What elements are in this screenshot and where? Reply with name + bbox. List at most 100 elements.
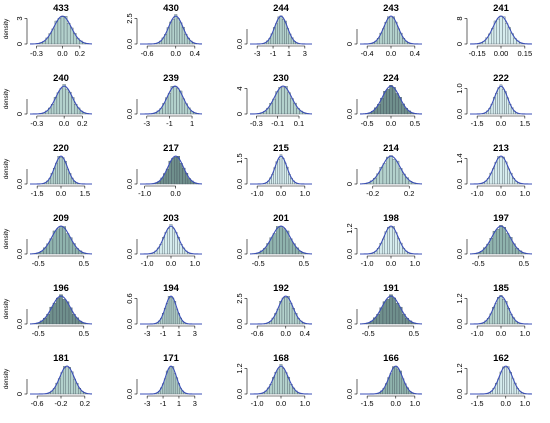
panel-title: 241 — [493, 3, 510, 14]
histogram-bar — [289, 302, 293, 325]
histogram-bar — [502, 226, 507, 255]
x-tick-label: 1 — [190, 119, 194, 128]
histogram-bar — [167, 93, 172, 115]
y-tick-label: 0.0 — [15, 179, 24, 189]
histogram-bar — [56, 92, 60, 115]
histogram-bar — [499, 15, 503, 45]
histogram-bar — [171, 157, 175, 185]
x-tick-label: -1.5 — [31, 189, 44, 198]
density-curve — [470, 365, 533, 395]
histogram-panel: 192 -0.6 0.0 0.4 0.0 2.5 — [235, 283, 313, 338]
x-tick-label: -1.0 — [471, 189, 484, 198]
density-curve — [470, 85, 532, 115]
histogram-bar — [281, 18, 285, 45]
x-tick-label: 0.0 — [170, 189, 180, 198]
histogram-panel: 194 -3 -1 1 3 0.0 0.6 — [125, 283, 202, 338]
histogram-bar — [497, 156, 500, 185]
density-curve — [360, 225, 422, 255]
x-tick-label: 0.0 — [56, 189, 66, 198]
histogram-bar — [385, 156, 390, 185]
x-tick-label: -0.5 — [32, 259, 45, 268]
histogram-bar — [65, 233, 70, 255]
histogram-panel: 197 -0.5 0.5 0.0 — [455, 213, 533, 268]
y-tick-label: 0.0 — [455, 249, 464, 259]
y-axis-label: density — [3, 368, 10, 389]
histogram-bar — [392, 87, 396, 115]
x-tick-label: 1.0 — [410, 259, 420, 268]
histogram-bar — [389, 227, 393, 255]
panel-title: 239 — [163, 73, 179, 84]
histogram-bar — [164, 232, 168, 255]
histogram-bar — [385, 299, 390, 325]
y-tick-label: 0.0 — [455, 179, 464, 189]
x-tick-label: 0.5 — [299, 259, 309, 268]
panel-title: 168 — [273, 353, 289, 364]
density-curve — [29, 15, 93, 45]
x-tick-label: 0.0 — [496, 329, 506, 338]
histogram-bar — [179, 163, 183, 185]
histogram-bar — [60, 16, 65, 45]
density-curve — [140, 225, 202, 255]
y-tick-label: 0.0 — [235, 39, 244, 49]
x-tick-label: 0.5 — [410, 119, 420, 128]
y-tick-label: 0.0 — [235, 389, 244, 399]
panel-title: 203 — [163, 213, 179, 224]
histogram-bar — [396, 368, 400, 395]
histogram-panel: 185 -1.0 0.0 1.0 0.0 1.2 — [455, 283, 532, 338]
y-tick-label: 0.0 — [235, 249, 244, 259]
density-curve — [29, 85, 93, 115]
x-tick-label: 0.4 — [190, 49, 200, 58]
y-tick-label: 0.0 — [235, 319, 244, 329]
density-curve — [140, 85, 203, 115]
x-tick-label: 0.0 — [496, 119, 506, 128]
histogram-panel: 224 -0.5 0.0 0.5 0.0 — [345, 73, 423, 128]
x-tick-label: 0.0 — [166, 259, 176, 268]
x-tick-label: 1.0 — [300, 399, 310, 408]
x-tick-label: 1.5 — [520, 119, 530, 128]
y-tick-label: 0 — [15, 42, 24, 46]
histogram-bar — [167, 228, 170, 255]
y-tick-label: 0.0 — [125, 249, 134, 259]
density-curve — [360, 15, 422, 45]
x-tick-label: -0.1 — [271, 119, 284, 128]
x-tick-label: -1 — [270, 49, 277, 58]
x-tick-label: -0.3 — [30, 49, 43, 58]
density-curve — [250, 15, 312, 45]
x-tick-label: 0.4 — [410, 49, 420, 58]
x-tick-label: -3 — [144, 399, 151, 408]
density-curve — [140, 295, 202, 325]
histogram-bar — [179, 22, 183, 45]
x-tick-label: 1 — [177, 329, 181, 338]
panel-title: 192 — [273, 283, 289, 294]
panel-title: 222 — [493, 73, 509, 84]
histogram-panel: 203 -1.0 0.0 1.0 0.0 — [125, 213, 202, 268]
y-axis-label: density — [3, 228, 10, 249]
panel-title: 244 — [273, 3, 290, 14]
histogram-bar — [506, 366, 510, 395]
x-tick-label: -0.5 — [32, 329, 45, 338]
histogram-bar — [62, 299, 67, 325]
histogram-bar — [63, 16, 68, 45]
x-tick-label: 0.5 — [79, 329, 89, 338]
panel-title: 198 — [383, 213, 399, 224]
y-tick-label: 4 — [235, 86, 244, 90]
histogram-bar — [279, 15, 283, 45]
x-tick-label: 1 — [177, 399, 181, 408]
panel-title: 209 — [53, 213, 69, 224]
density-curve — [250, 295, 313, 325]
histogram-bar — [52, 302, 57, 325]
histogram-panel: 241 -0.15 0.00 0.15 0 8 — [455, 3, 532, 58]
y-tick-label: 1.0 — [455, 83, 464, 93]
x-tick-label: 0.2 — [404, 189, 414, 198]
y-axis-label: density — [3, 18, 10, 39]
x-tick-label: -0.3 — [250, 119, 263, 128]
y-tick-label: 1.2 — [345, 223, 354, 233]
panel-title: 196 — [53, 283, 69, 294]
y-tick-label: 0.0 — [15, 319, 24, 329]
histogram-bar — [176, 156, 180, 185]
histogram-bar — [394, 232, 398, 255]
histogram-bar — [502, 299, 505, 325]
x-tick-label: -0.5 — [252, 259, 265, 268]
x-tick-label: -1 — [160, 399, 167, 408]
histogram-bar — [387, 16, 390, 45]
